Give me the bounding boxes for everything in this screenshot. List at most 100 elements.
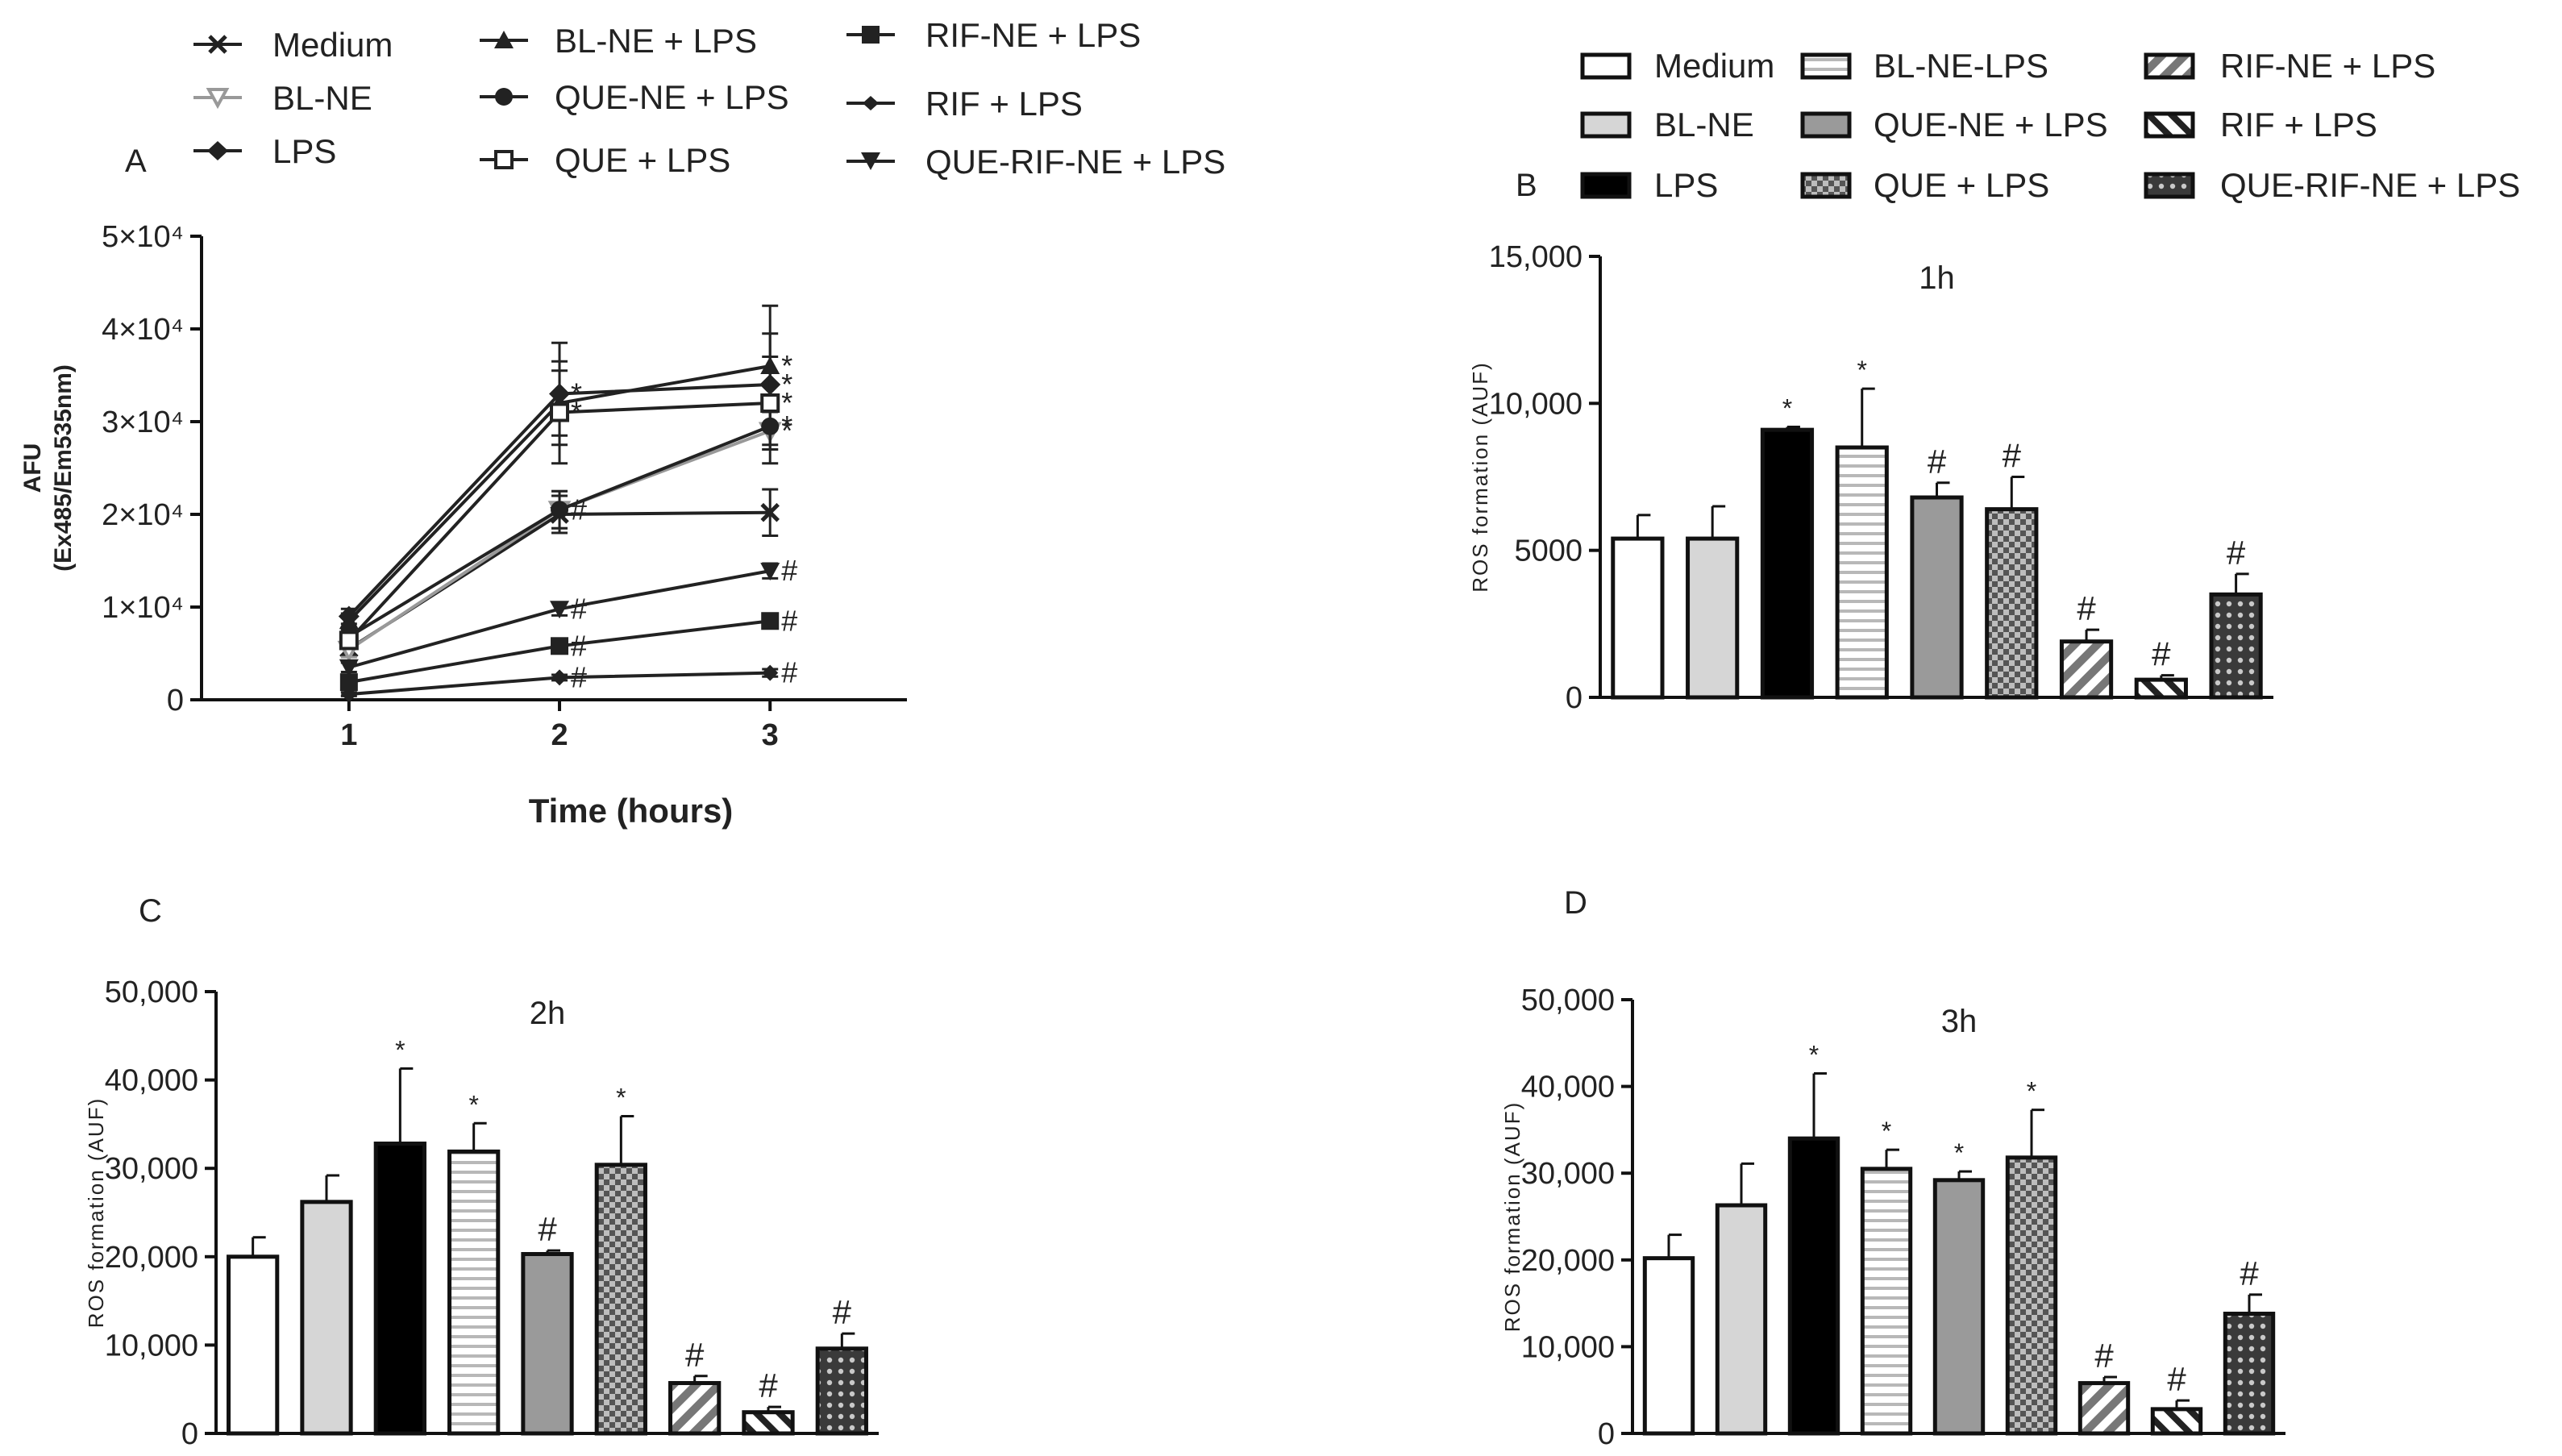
swatch-dots	[2144, 172, 2195, 199]
y-tick-label: 10,000	[1521, 1330, 1615, 1364]
bar-legend-item-lps: LPS	[1580, 166, 1718, 204]
bar	[1835, 445, 1889, 700]
y-tick-label: 30,000	[1521, 1157, 1615, 1191]
x-tick-label: 1	[340, 718, 357, 752]
bar	[2059, 639, 2114, 700]
significance-mark: *	[1954, 1138, 1964, 1167]
y-tick-label: 30,000	[105, 1152, 198, 1186]
significance-mark: #	[781, 604, 797, 637]
swatch-white	[1580, 52, 1632, 80]
line-legend-label: QUE + LPS	[555, 141, 730, 179]
y-tick-label: 50,000	[1521, 984, 1615, 1017]
line-legend-item-lps: LPS	[193, 132, 336, 170]
significance-mark: #	[2003, 437, 2022, 475]
series-marker	[339, 659, 359, 677]
significance-mark: *	[781, 414, 792, 447]
y-axis-label: ROS formation (AUF)	[1468, 361, 1492, 593]
bar	[2223, 1312, 2276, 1436]
swatch-diag-gray	[2144, 52, 2195, 80]
bar	[1910, 495, 1964, 700]
bar-legend-item-rif-lps: RIF + LPS	[2144, 106, 2377, 144]
line-legend-label: LPS	[272, 132, 336, 170]
chart-subtitle: 3h	[1941, 1004, 1978, 1039]
circle-marker-icon	[495, 88, 513, 106]
diamond-marker-icon	[863, 96, 879, 110]
chart-panel-b: 0 5000 10,000 15,000 ROS formation (AUF) 1h * *…	[1468, 240, 2273, 715]
bar	[2077, 1381, 2131, 1436]
bar	[2209, 592, 2263, 700]
significance-mark: #	[571, 592, 587, 625]
bar	[1686, 536, 1740, 700]
bar	[742, 1410, 795, 1436]
significance-mark: *	[2027, 1077, 2036, 1106]
x-axis-title: Time (hours)	[529, 792, 734, 830]
bar	[227, 1254, 280, 1436]
series-marker	[761, 612, 780, 630]
chart-subtitle: 1h	[1919, 260, 1955, 296]
bar	[815, 1346, 868, 1436]
bar-legend-label: QUE + LPS	[1874, 166, 2049, 204]
y-tick-label: 0	[181, 1417, 198, 1451]
significance-mark: #	[538, 1210, 557, 1248]
y-tick-label: 2×10⁴	[102, 498, 184, 532]
series-marker	[339, 611, 359, 630]
triangle-down-marker-icon	[861, 152, 880, 170]
significance-mark: *	[1882, 1117, 1891, 1146]
line-legend-label: Medium	[272, 26, 393, 64]
bar	[373, 1142, 426, 1436]
significance-mark: #	[781, 656, 797, 689]
line-legend-item-blne-lps: BL-NE + LPS	[480, 22, 757, 60]
significance-mark: *	[571, 396, 582, 429]
line-legend-item-medium: Medium	[193, 26, 393, 64]
y-tick-label: 5000	[1514, 535, 1583, 568]
bar-legend-label: RIF + LPS	[2220, 106, 2377, 144]
bar	[2150, 1407, 2203, 1436]
y-tick-label: 0	[1598, 1417, 1615, 1451]
y-tick-label: 0	[1566, 681, 1583, 715]
line-legend-item-blne: BL-NE	[193, 79, 372, 117]
bar	[1760, 427, 1815, 700]
significance-mark: #	[781, 554, 797, 587]
chart-panel-a: 0 1×10⁴ 2×10⁴ 3×10⁴ 4×10⁴ 5×10⁴ 1 2 3 AFU (Ex485/E…	[19, 220, 907, 830]
x-marker-icon	[208, 35, 227, 54]
line-legend-label: RIF-NE + LPS	[925, 16, 1141, 54]
swatch-gray	[1800, 111, 1852, 139]
significance-mark: #	[2227, 534, 2246, 572]
bar-legend-label: RIF-NE + LPS	[2220, 47, 2435, 85]
bar	[1985, 507, 2039, 700]
diamond-marker-icon	[207, 141, 228, 160]
series-marker	[339, 673, 358, 692]
significance-mark: #	[685, 1336, 705, 1374]
chart-panel-c: 0 10,000 20,000 30,000 40,000 50,000 ROS forma…	[84, 976, 879, 1451]
significance-mark: #	[2167, 1360, 2186, 1398]
significance-mark: #	[833, 1293, 852, 1331]
bar	[1787, 1136, 1840, 1436]
bar	[668, 1381, 722, 1436]
significance-mark: *	[1857, 356, 1866, 385]
y-axis-label: AFU	[19, 443, 46, 493]
bar-legend-label: QUE-NE + LPS	[1874, 106, 2108, 144]
significance-mark: #	[571, 660, 587, 693]
y-tick-label: 20,000	[1521, 1244, 1615, 1278]
bar-legend-item-quene-lps: QUE-NE + LPS	[1800, 106, 2108, 144]
significance-mark: #	[571, 629, 587, 662]
significance-mark: #	[1928, 443, 1947, 480]
series-marker	[762, 664, 779, 681]
bar	[1642, 1256, 1695, 1436]
y-tick-label: 50,000	[105, 976, 198, 1009]
panel-label-a: A	[125, 144, 147, 179]
chart-subtitle: 2h	[530, 996, 566, 1031]
swatch-diag-bw	[2144, 111, 2195, 139]
line-legend-label: RIF + LPS	[925, 85, 1083, 123]
bar	[1860, 1167, 1913, 1436]
swatch-check	[1800, 172, 1852, 199]
line-legend-item-que-lps: QUE + LPS	[480, 141, 730, 179]
line-legend-item-quene-lps: QUE-NE + LPS	[480, 78, 789, 116]
bar	[1715, 1203, 1768, 1436]
y-axis-label: ROS formation (AUF)	[1500, 1101, 1524, 1333]
panel-label-d: D	[1564, 885, 1587, 921]
line-legend-label: BL-NE	[272, 79, 372, 117]
triangle-down-marker-icon	[206, 88, 230, 110]
square-open-marker-icon	[494, 150, 514, 169]
